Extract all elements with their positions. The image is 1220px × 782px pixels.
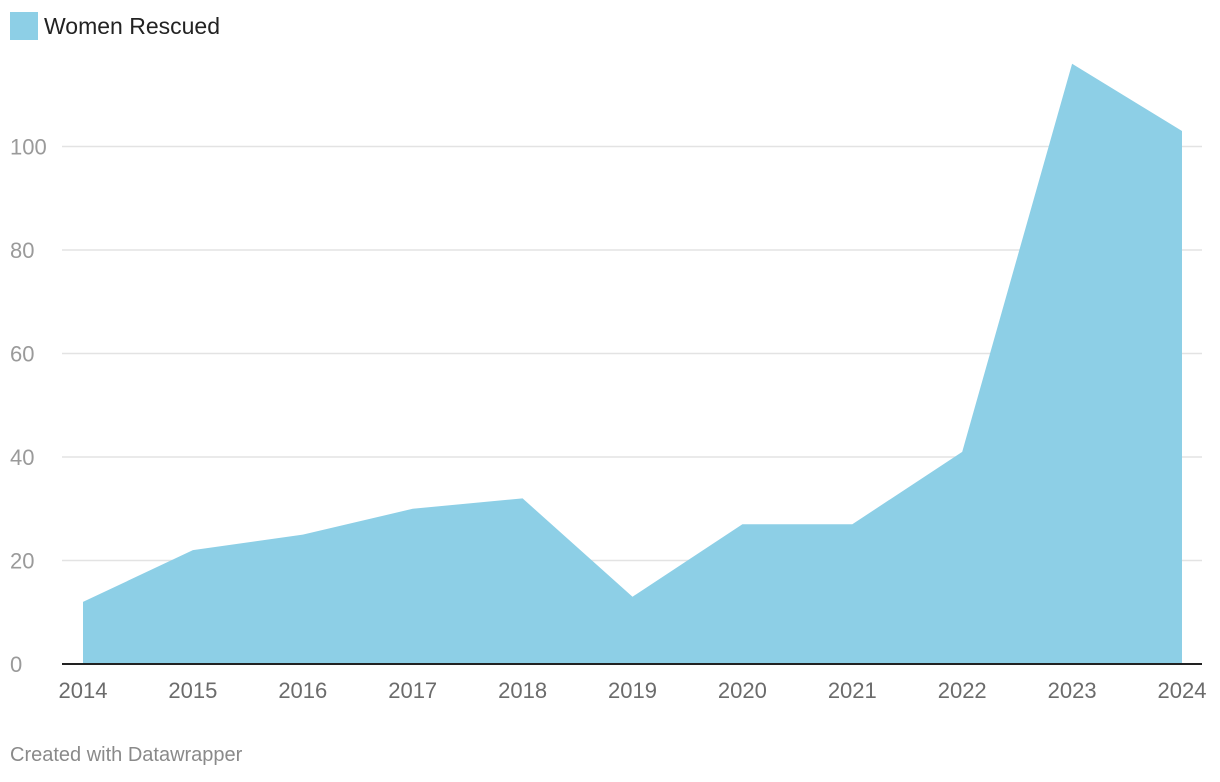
legend-label: Women Rescued	[44, 12, 220, 39]
x-tick-label: 2022	[938, 678, 987, 703]
x-tick-label: 2023	[1048, 678, 1097, 703]
axes: 0 20 40 60 80 100 2014 2015 2016 2017 2018 2019 2020…	[10, 135, 1206, 704]
x-tick-label: 2024	[1158, 678, 1207, 703]
footer-credit: Created with Datawrapper	[10, 744, 243, 766]
x-tick-label: 2014	[59, 678, 108, 703]
x-tick-label: 2017	[388, 678, 437, 703]
y-tick-label: 0	[10, 652, 22, 677]
y-tick-label: 60	[10, 342, 34, 367]
area-women-rescued	[83, 63, 1182, 664]
legend-swatch	[10, 12, 38, 40]
x-tick-label: 2016	[278, 678, 327, 703]
x-tick-label: 2021	[828, 678, 877, 703]
area-series	[83, 63, 1182, 664]
x-tick-label: 2018	[498, 678, 547, 703]
x-tick-label: 2019	[608, 678, 657, 703]
legend: Women Rescued	[10, 12, 220, 40]
y-tick-label: 80	[10, 238, 34, 263]
x-tick-label: 2020	[718, 678, 767, 703]
x-tick-label: 2015	[168, 678, 217, 703]
y-tick-label: 100	[10, 135, 47, 160]
y-tick-label: 40	[10, 445, 34, 470]
y-tick-label: 20	[10, 549, 34, 574]
